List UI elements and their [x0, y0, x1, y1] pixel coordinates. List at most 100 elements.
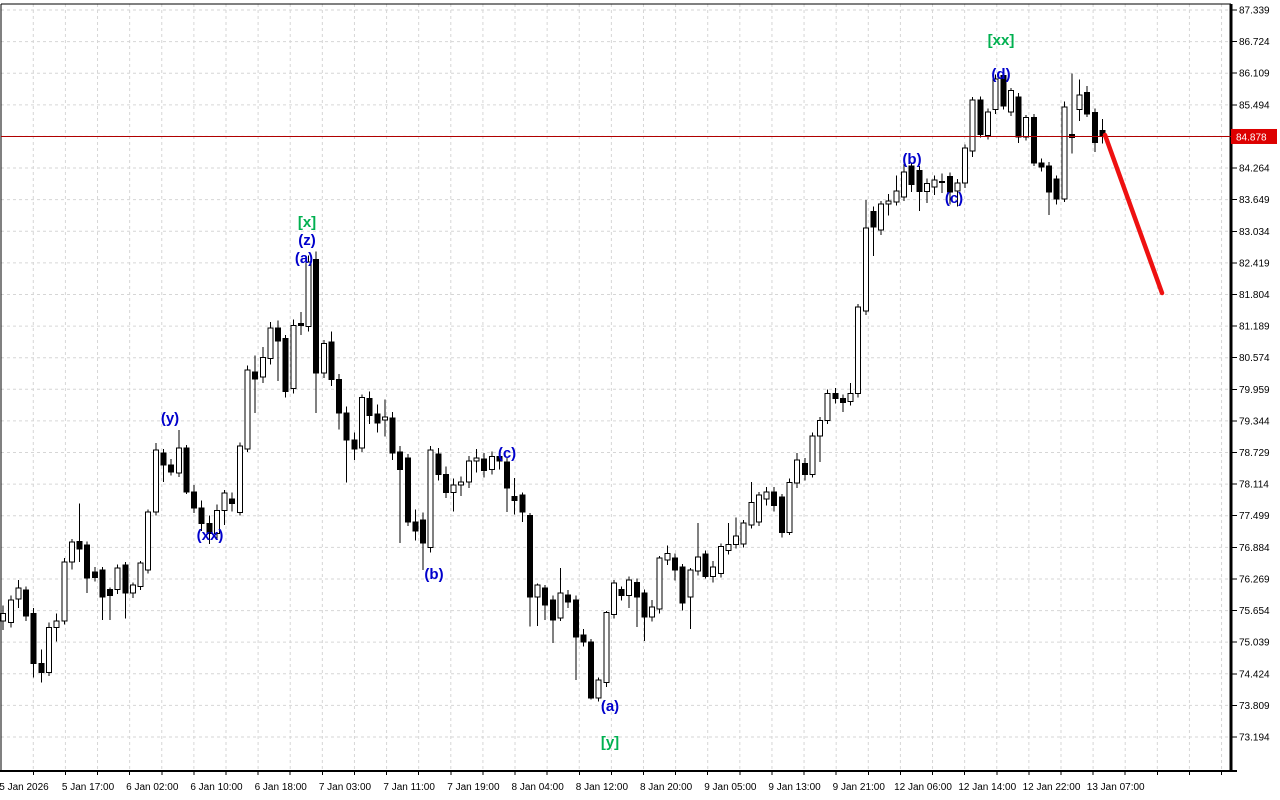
candle-body	[38, 663, 45, 673]
price-tick-label: 83.649	[1239, 195, 1270, 206]
candle-body	[725, 543, 732, 552]
price-tick-label: 79.959	[1239, 385, 1270, 396]
price-tick-label: 73.809	[1239, 701, 1270, 712]
candle-body	[694, 556, 701, 572]
candle-body	[855, 306, 862, 394]
wave-annotations: (y)(xx)[x](z)(a)(b)(c)(a)[y](b)(c)[xx](d…	[161, 32, 1015, 751]
price-tick-label: 82.419	[1239, 258, 1270, 269]
candle-body	[984, 111, 991, 136]
candle-body	[15, 587, 22, 600]
candle-body	[175, 447, 182, 474]
candle-body	[496, 456, 503, 462]
wave-label: (y)	[161, 410, 179, 427]
candle-body	[366, 398, 373, 416]
candle-body	[794, 459, 801, 484]
candle-body	[1068, 133, 1075, 138]
wave-label: (b)	[424, 566, 443, 583]
time-tick-label: 8 Jan 04:00	[512, 782, 565, 793]
candle-body	[23, 589, 30, 617]
candle-body	[916, 169, 923, 192]
candle-body	[710, 566, 717, 577]
candle-body	[404, 457, 411, 523]
price-tick-label: 86.724	[1239, 37, 1270, 48]
candle-body	[893, 190, 900, 203]
candles	[0, 73, 1106, 702]
candle-body	[450, 484, 457, 494]
price-tick-label: 81.189	[1239, 322, 1270, 333]
candle-body	[1046, 165, 1053, 193]
candle-body	[191, 491, 198, 509]
price-tick-label: 81.804	[1239, 290, 1270, 301]
candle-body	[588, 641, 595, 699]
time-axis[interactable]: 5 Jan 2026 5 Jan 17:00 6 Jan 02:00 6 Jan 10…	[0, 771, 1223, 793]
candle-body	[198, 507, 205, 524]
time-tick-label: 8 Jan 12:00	[576, 782, 629, 793]
candle-body	[832, 392, 839, 400]
time-tick-label: 5 Jan 2026	[0, 782, 49, 793]
wave-label: [y]	[601, 734, 619, 751]
time-tick-label: 7 Jan 11:00	[383, 782, 435, 793]
time-tick-label: 8 Jan 20:00	[640, 782, 693, 793]
candle-body	[511, 496, 518, 501]
price-axis[interactable]: 87.33986.72486.10985.49484.87984.26483.6…	[1231, 6, 1270, 744]
candle-body	[786, 481, 793, 534]
candle-body	[1015, 96, 1022, 138]
candle-body	[610, 582, 617, 615]
candle-body	[572, 599, 579, 638]
trend-projection-line[interactable]	[1102, 132, 1165, 296]
candle-body	[908, 165, 915, 186]
trend-line[interactable]	[1102, 132, 1165, 296]
time-tick-label: 7 Jan 03:00	[319, 782, 372, 793]
candle-body	[755, 494, 762, 523]
candle-body	[626, 579, 633, 596]
candle-body	[458, 481, 465, 486]
price-tick-label: 84.264	[1239, 164, 1270, 175]
candle-body	[603, 611, 610, 684]
candle-body	[946, 175, 953, 193]
candle-body	[129, 584, 136, 594]
candle-body	[183, 447, 190, 493]
candle-body	[679, 566, 686, 604]
candle-body	[702, 553, 709, 577]
price-tick-label: 78.114	[1239, 480, 1269, 491]
grid-lines	[1, 4, 1231, 771]
candle-body	[763, 491, 770, 500]
candle-body	[839, 398, 846, 404]
candle-body	[504, 461, 511, 489]
candle-body	[1000, 75, 1007, 107]
wave-label: (a)	[295, 250, 313, 267]
candle-body	[962, 147, 969, 184]
candle-body	[649, 606, 656, 618]
candle-body	[862, 227, 869, 312]
candle-body	[305, 261, 312, 328]
candle-body	[1030, 116, 1037, 164]
candle-body	[901, 171, 908, 198]
current-price-tag: 84.878	[1231, 128, 1277, 144]
price-tick-label: 76.884	[1239, 543, 1270, 554]
wave-label: (c)	[945, 190, 963, 207]
candle-body	[244, 369, 251, 450]
wave-label: [xx]	[988, 32, 1015, 49]
candle-body	[557, 592, 564, 619]
price-tick-label: 76.269	[1239, 574, 1270, 585]
candle-body	[824, 392, 831, 422]
candle-body	[1007, 90, 1014, 113]
candle-body	[267, 327, 274, 359]
candle-body	[435, 453, 442, 476]
candle-body	[733, 535, 740, 545]
candle-body	[259, 356, 266, 378]
candle-body	[114, 567, 121, 591]
candle-body	[320, 343, 327, 374]
candle-body	[580, 634, 587, 643]
candle-body	[465, 460, 472, 483]
candle-body	[878, 203, 885, 231]
candle-body	[885, 200, 892, 205]
candle-body	[389, 417, 396, 454]
price-tick-label: 83.034	[1239, 227, 1270, 238]
wave-label: (xx)	[197, 527, 224, 544]
candle-body	[107, 589, 114, 596]
wave-label: (z)	[298, 232, 316, 249]
candle-body	[969, 99, 976, 152]
price-tick-label: 86.109	[1239, 69, 1270, 80]
